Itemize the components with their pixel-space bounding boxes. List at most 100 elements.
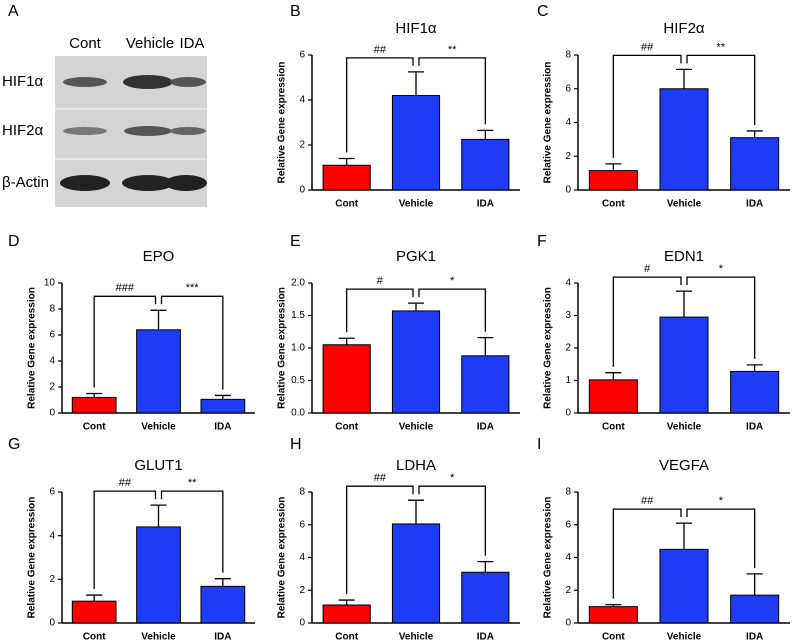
- bar: [136, 526, 181, 624]
- y-tick-label: 6: [299, 519, 305, 530]
- x-tick-label: IDA: [477, 632, 494, 643]
- y-tick-label: 4: [565, 552, 571, 563]
- panel-letter: B: [290, 3, 301, 20]
- y-tick-label: 0: [299, 185, 305, 196]
- x-tick-label: IDA: [477, 199, 494, 210]
- significance-bracket: [612, 54, 682, 158]
- chart-panel: F EDN1 Relative Gene expression 0 1 2 3 4 Cont Ve…: [537, 233, 790, 433]
- bar: [659, 548, 709, 624]
- y-tick-label: 4: [565, 278, 571, 289]
- panel-letter: D: [8, 233, 20, 250]
- y-tick-label: 2: [565, 151, 571, 162]
- significance-bracket: [418, 57, 486, 125]
- error-bar: [214, 394, 231, 400]
- chart-panel: B HIF1α Relative Gene expression 0 2 4 6 Cont Ve…: [277, 3, 520, 210]
- significance-label: *: [719, 263, 724, 275]
- x-tick-label: Vehicle: [399, 199, 434, 210]
- significance-label: ##: [374, 472, 387, 484]
- significance-bracket: [346, 57, 414, 153]
- x-tick-label: Vehicle: [667, 199, 702, 210]
- bar: [588, 170, 638, 191]
- y-tick-label: 8: [565, 50, 571, 61]
- chart-title: VEGFA: [659, 457, 709, 474]
- y-axis-label: Relative Gene expression: [543, 62, 554, 184]
- y-tick-label: 6: [49, 487, 55, 498]
- y-tick-label: 2.0: [291, 278, 305, 289]
- bar: [461, 571, 510, 624]
- y-axis-label: Relative Gene expression: [277, 62, 288, 184]
- bar: [588, 606, 638, 624]
- error-bar: [408, 499, 424, 524]
- y-tick-label: 6: [565, 83, 571, 94]
- x-tick-label: Cont: [83, 632, 106, 643]
- bar: [659, 88, 709, 191]
- chart-title: EDN1: [664, 248, 704, 265]
- significance-label: **: [717, 41, 726, 53]
- x-tick-label: Vehicle: [399, 632, 434, 643]
- significance-label: ##: [119, 477, 132, 489]
- lane-label: Cont: [69, 35, 102, 52]
- blot-band: [63, 127, 107, 135]
- significance-bracket: [612, 276, 682, 367]
- y-tick-label: 1.5: [291, 310, 305, 321]
- significance-label: **: [188, 477, 197, 489]
- chart-panel: I VEGFA Relative Gene expression 0 2 4 6 8 Cont V…: [537, 436, 790, 643]
- chart-panel: C HIF2α Relative Gene expression 0 2 4 6 8 Cont V…: [537, 3, 790, 210]
- y-tick-label: 6: [49, 330, 55, 341]
- y-tick-label: 1: [565, 375, 571, 386]
- panel-letter: F: [537, 233, 547, 250]
- significance-bracket: [418, 288, 486, 332]
- significance-label: #: [377, 275, 384, 287]
- blot-band: [60, 175, 110, 191]
- chart-panel: G GLUT1 Relative Gene expression 0 2 4 6 Cont Ve…: [8, 436, 255, 643]
- x-tick-label: IDA: [746, 199, 763, 210]
- error-bar: [746, 364, 763, 372]
- x-tick-label: IDA: [746, 422, 763, 433]
- bar: [200, 398, 246, 414]
- y-tick-label: 4: [299, 95, 305, 106]
- blot-band: [170, 127, 206, 135]
- bar: [461, 355, 510, 414]
- significance-bracket: [346, 485, 414, 595]
- bar: [730, 137, 780, 191]
- x-tick-label: IDA: [746, 632, 763, 643]
- y-tick-label: 1.0: [291, 343, 305, 354]
- x-tick-label: IDA: [477, 422, 494, 433]
- y-tick-label: 2: [565, 343, 571, 354]
- bar: [322, 344, 371, 414]
- chart-panel: H LDHA Relative Gene expression 0 2 4 6 8 Cont Ve…: [277, 436, 520, 643]
- y-tick-label: 0: [565, 185, 571, 196]
- y-tick-label: 4: [49, 356, 55, 367]
- bar: [730, 370, 780, 414]
- y-tick-label: 2: [299, 140, 305, 151]
- significance-label: *: [450, 275, 455, 287]
- error-bar: [746, 573, 763, 596]
- bar: [461, 138, 510, 191]
- blot-seam: [55, 158, 207, 160]
- significance-bracket: [160, 295, 224, 390]
- y-tick-label: 4: [565, 117, 571, 128]
- bar: [659, 316, 709, 414]
- significance-label: #: [644, 263, 651, 275]
- y-axis-label: Relative Gene expression: [277, 287, 288, 409]
- error-bar: [676, 522, 692, 550]
- y-axis-label: Relative Gene expression: [543, 287, 554, 409]
- bar: [136, 329, 181, 414]
- chart-title: GLUT1: [134, 457, 182, 474]
- bar: [391, 95, 441, 191]
- y-tick-label: 6: [299, 50, 305, 61]
- error-bar: [86, 594, 103, 602]
- y-tick-label: 2: [49, 574, 55, 585]
- lane-label: Vehicle: [126, 35, 174, 52]
- x-tick-label: Cont: [602, 199, 625, 210]
- y-tick-label: 4: [299, 552, 305, 563]
- chart-title: PGK1: [396, 248, 436, 265]
- chart-title: HIF1α: [395, 20, 437, 37]
- y-tick-label: 0: [299, 618, 305, 629]
- error-bar: [477, 129, 494, 140]
- error-bar: [338, 337, 355, 345]
- chart-title: LDHA: [396, 457, 436, 474]
- blot-band: [165, 175, 207, 191]
